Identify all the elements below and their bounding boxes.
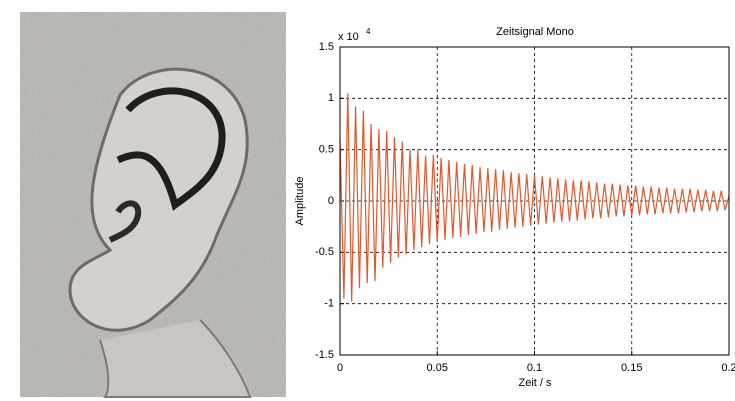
y-tick-label: 0.5 [319,144,334,156]
chart-title: Zeitsignal Mono [496,26,574,38]
y-tick-label: 1.5 [319,41,334,53]
ear-helix [116,87,226,211]
ear-canal [108,200,142,243]
y-tick-label: -1.5 [315,349,334,361]
x-tick-label: 0.05 [427,362,448,374]
x-tick-label: 0 [337,362,343,374]
plot-frame [339,46,730,356]
y-tick-label: 1 [328,92,334,104]
y-tick-label: -0.5 [315,246,334,258]
x-tick-label: 0.1 [527,362,542,374]
neck [99,319,252,398]
x-axis-label: Zeit / s [518,377,552,389]
x-tick-label: 0.15 [621,362,642,374]
x-tick-label: 0.2 [721,362,735,374]
y-axis-label: Amplitude [294,177,306,226]
ear-photo [20,12,286,398]
signal-line [339,93,730,302]
y-tick-label: 0 [328,195,334,207]
y-multiplier-exponent: 4 [366,27,371,36]
y-multiplier: x 10 [338,31,359,43]
ear-outer [68,67,249,332]
y-tick-label: -1 [324,298,334,310]
